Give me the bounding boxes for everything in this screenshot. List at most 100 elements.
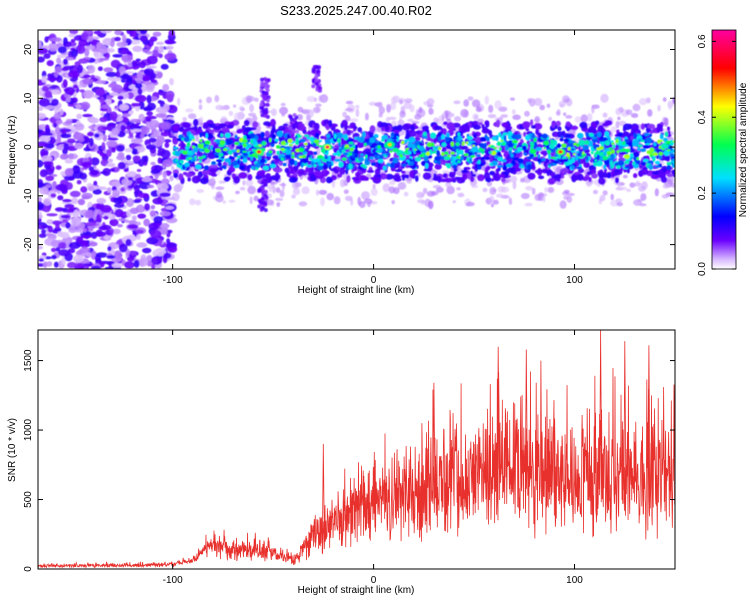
spectrogram-cell xyxy=(367,202,371,207)
spectrogram-cell xyxy=(68,242,81,249)
spectrogram-cell xyxy=(358,156,365,162)
spectrogram-cell xyxy=(653,142,657,147)
spectrogram-cell xyxy=(90,265,102,269)
spectrogram-cell xyxy=(210,137,217,146)
spectrogram-cell xyxy=(89,137,94,147)
spectrogram-cell xyxy=(195,164,202,170)
spectrogram-cell xyxy=(136,71,143,80)
spectrogram-cell xyxy=(279,183,287,187)
spectrogram-cell xyxy=(312,65,317,69)
spectrogram-cell xyxy=(306,154,311,158)
spectrogram-cell xyxy=(515,168,521,172)
spectrogram-cell xyxy=(305,165,314,173)
spectrogram-cell xyxy=(121,49,127,55)
spectrogram-cell xyxy=(264,130,270,138)
spectrogram-cell xyxy=(364,154,368,159)
spectrogram-cell xyxy=(122,34,127,43)
spectrogram-cell xyxy=(82,228,87,233)
spectrogram-cell xyxy=(171,165,175,171)
spectrogram-cell xyxy=(512,181,517,190)
spectrogram-cell xyxy=(129,251,136,256)
spectrogram-xtick-label: 100 xyxy=(566,275,583,286)
spectrogram-cell xyxy=(366,169,375,173)
spectrogram-cell xyxy=(50,37,62,42)
spectrogram-cell xyxy=(500,134,505,141)
spectrogram-cell xyxy=(486,165,491,171)
spectrogram-cell xyxy=(510,153,514,158)
spectrogram-cell xyxy=(288,126,293,131)
spectrogram-cell xyxy=(500,186,510,193)
spectrogram-cell xyxy=(584,140,590,145)
spectrogram-cell xyxy=(563,189,570,194)
spectrogram-cell xyxy=(549,142,555,149)
spectrogram-cell xyxy=(143,69,150,75)
spectrogram-cell xyxy=(245,178,254,187)
spectrogram-cell xyxy=(117,218,126,222)
spectrogram-cell xyxy=(92,188,102,195)
spectrogram-cell xyxy=(644,132,650,137)
spectrogram-cell xyxy=(566,195,573,203)
spectrogram-cell xyxy=(602,122,610,127)
spectrogram-cell xyxy=(477,159,481,165)
spectrogram-cell xyxy=(291,194,296,199)
spectrogram-cell xyxy=(656,125,661,133)
colorbar-tick-label: 0.6 xyxy=(697,34,708,48)
spectrogram-cell xyxy=(416,191,425,199)
spectrogram-cell xyxy=(114,243,119,249)
spectrogram-cell xyxy=(546,103,551,108)
spectrogram-cell xyxy=(571,165,575,170)
spectrogram-cell xyxy=(115,70,121,79)
spectrogram-cell xyxy=(609,160,613,166)
spectrogram-cell xyxy=(531,132,536,140)
spectrogram-cell xyxy=(72,170,83,179)
spectrogram-cell xyxy=(142,247,152,254)
spectrogram-cell xyxy=(112,189,120,198)
spectrogram-cell xyxy=(422,187,428,194)
spectrogram-cell xyxy=(534,193,542,201)
spectrogram-cell xyxy=(99,96,105,104)
spectrogram-cell xyxy=(174,150,181,157)
spectrogram-cell xyxy=(390,96,397,104)
spectrogram-cell xyxy=(306,109,314,118)
spectrogram-cell xyxy=(244,127,252,132)
spectrogram-cell xyxy=(138,113,145,122)
spectrogram-cell xyxy=(125,198,135,207)
spectrogram-cell xyxy=(272,155,279,160)
spectrogram-cell xyxy=(93,209,102,217)
spectrogram-cell xyxy=(622,123,632,131)
spectrogram-cell xyxy=(588,125,595,133)
spectrogram-cell xyxy=(127,176,134,181)
spectrogram-cell xyxy=(41,225,51,229)
spectrogram-cell xyxy=(453,100,461,105)
spectrogram-cell xyxy=(341,157,347,161)
spectrogram-cell xyxy=(160,63,169,70)
spectrogram-cell xyxy=(602,155,608,161)
spectrogram-cell xyxy=(527,164,532,171)
spectrogram-cell xyxy=(599,152,604,157)
spectrogram-cell xyxy=(309,136,315,143)
spectrogram-cell xyxy=(566,192,575,197)
spectrogram-cell xyxy=(137,204,144,213)
spectrogram-cell xyxy=(163,103,170,112)
colorbar-tick-label: 0.4 xyxy=(697,110,708,124)
spectrogram-ytick-label: 20 xyxy=(23,44,34,56)
spectrogram-cell xyxy=(428,200,434,210)
spectrogram-cell xyxy=(202,124,209,129)
spectrogram-cell xyxy=(545,169,553,174)
snr-xtick-label: -100 xyxy=(163,575,183,586)
spectrogram-cell xyxy=(96,231,107,237)
snr-ytick-label: 1500 xyxy=(23,349,34,372)
spectrogram-cell xyxy=(76,113,83,120)
spectrogram-cell xyxy=(524,202,533,207)
spectrogram-cell xyxy=(261,141,266,146)
spectrogram-cell xyxy=(336,166,341,170)
spectrogram-cell xyxy=(316,69,321,74)
spectrogram-cell xyxy=(67,70,80,78)
spectrogram-cell xyxy=(495,193,504,198)
spectrogram-cell xyxy=(42,204,51,213)
spectrogram-cell xyxy=(533,97,543,106)
spectrogram-cell xyxy=(140,126,150,135)
spectrogram-cell xyxy=(213,125,221,131)
spectrogram-cell xyxy=(145,50,154,55)
spectrogram-cell xyxy=(234,141,240,146)
